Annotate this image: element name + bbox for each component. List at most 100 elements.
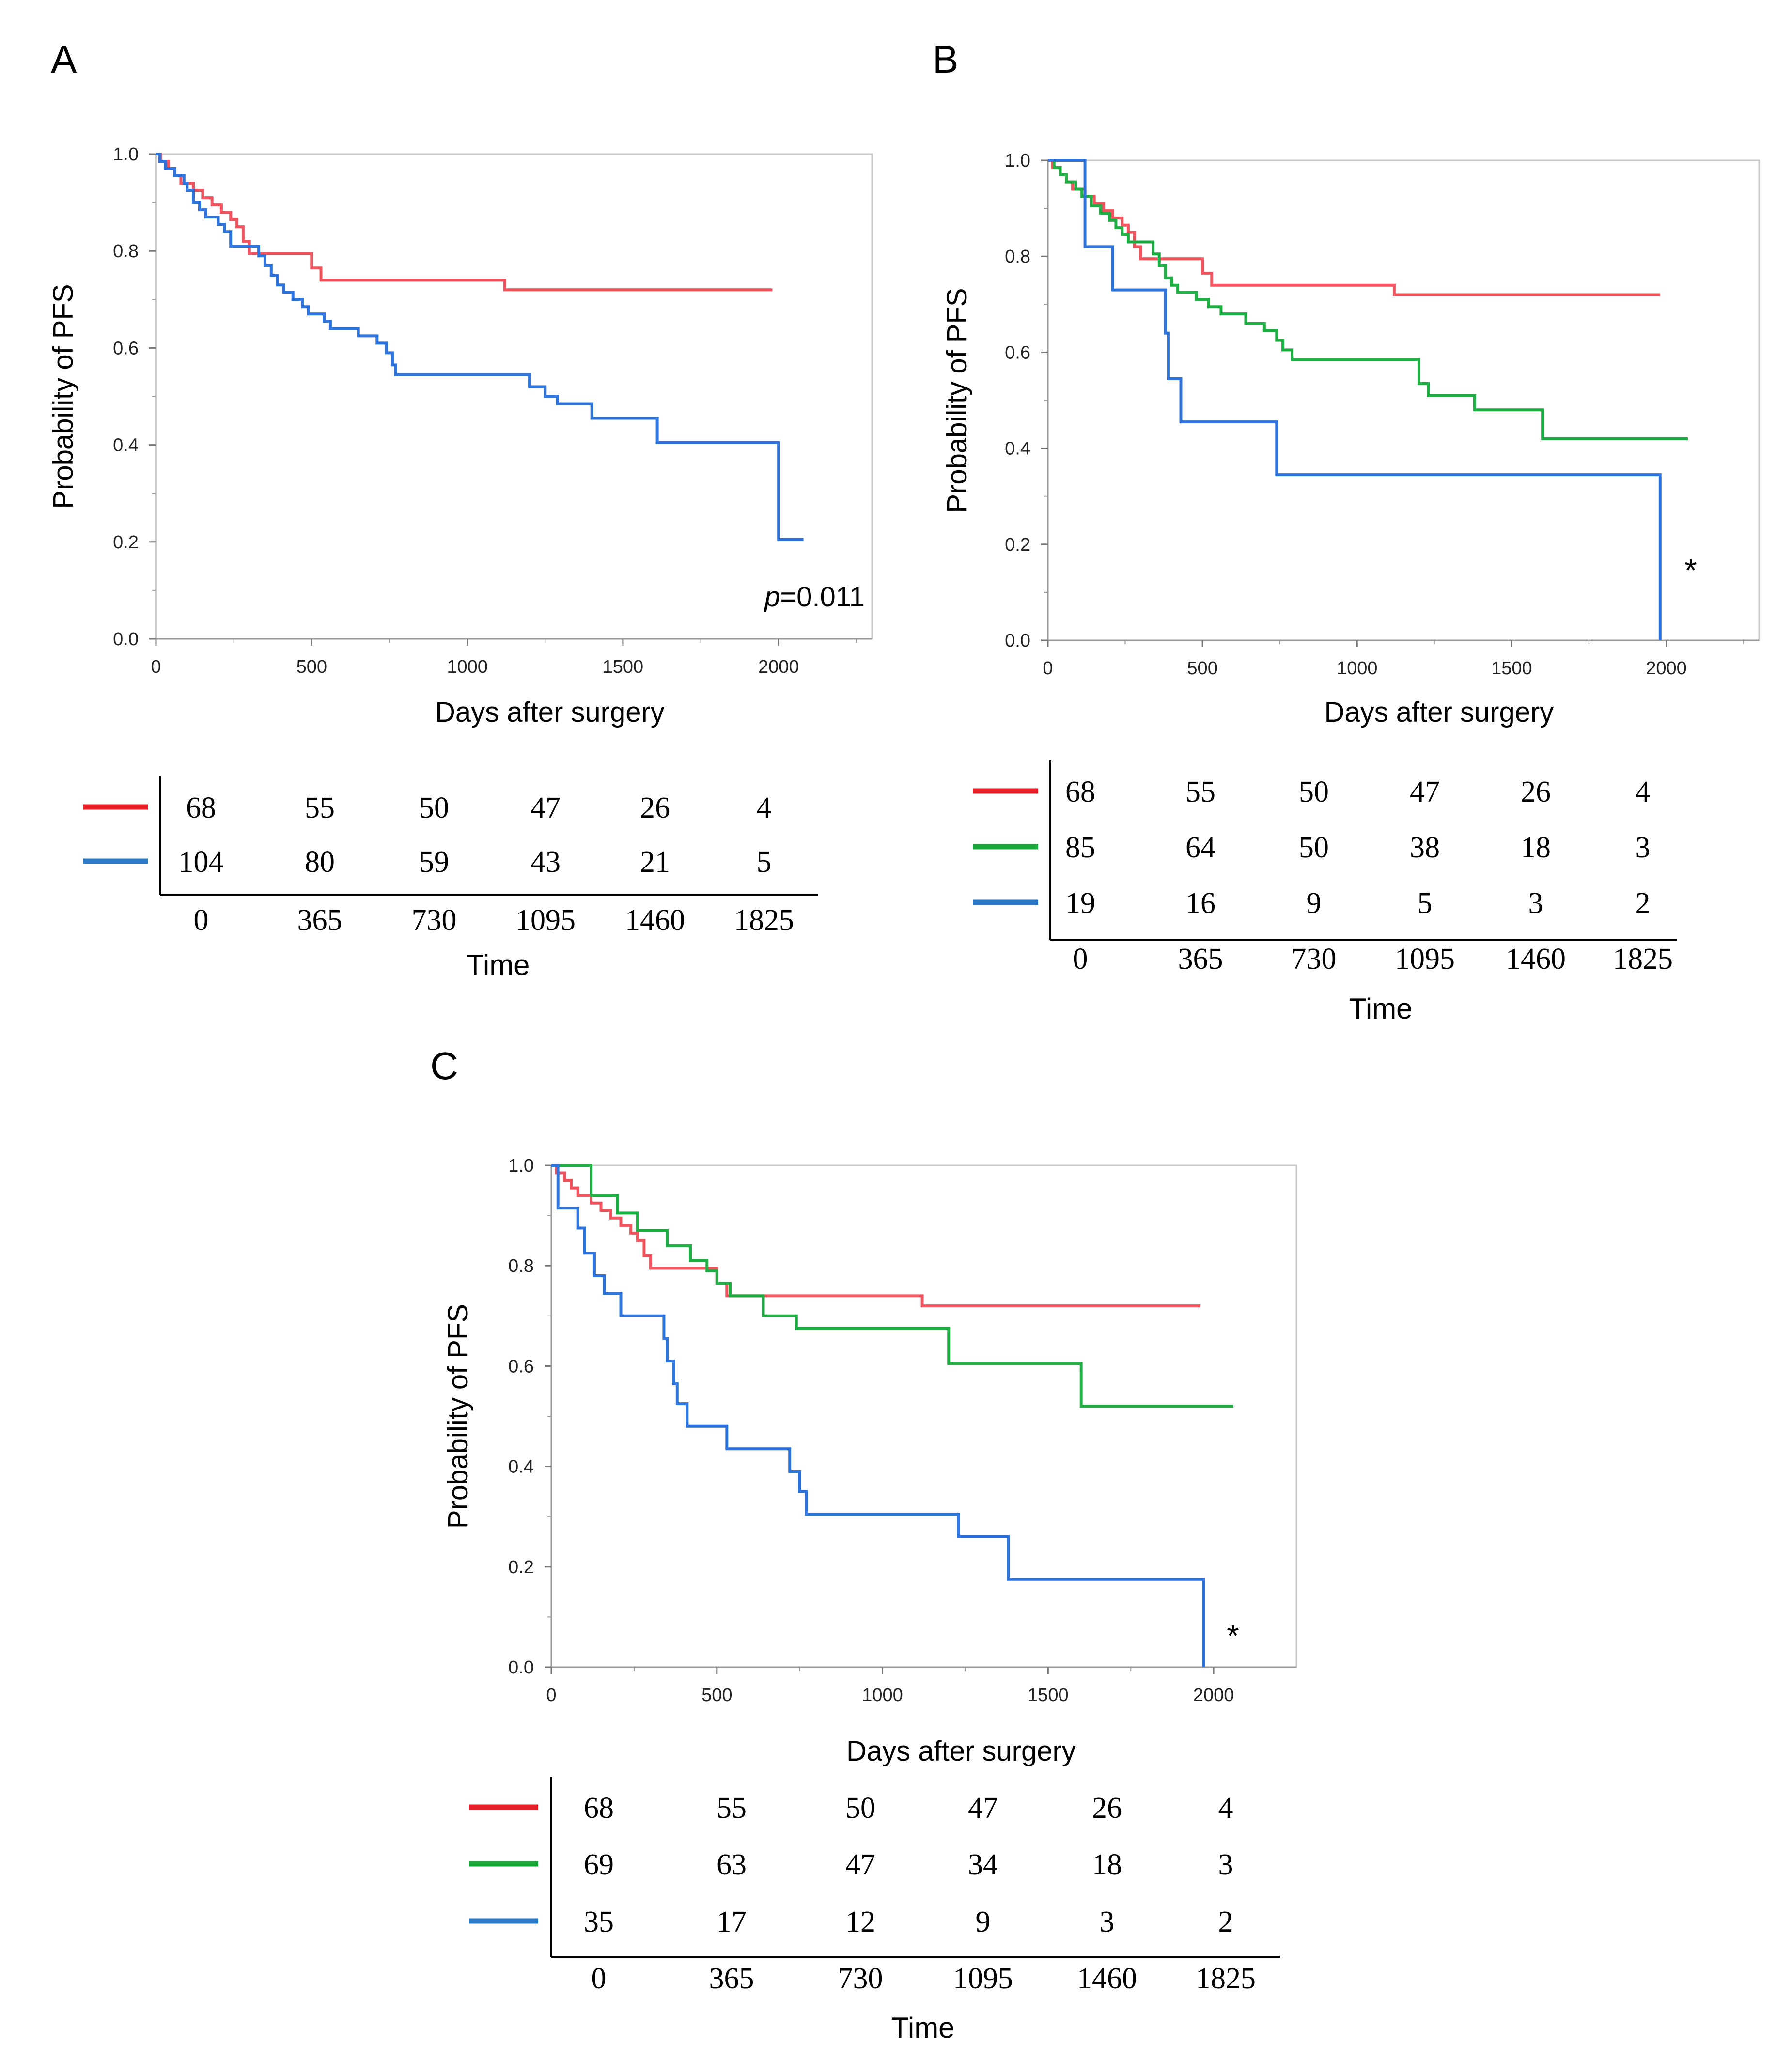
risk-time-label: 1825 [734,904,794,937]
risk-count: 26 [1521,775,1551,808]
risk-count: 50 [1299,775,1329,808]
y-axis-label: Probability of PFS [442,1304,474,1529]
risk-count: 3 [1528,887,1543,920]
x-tick-label: 0 [546,1685,556,1705]
risk-count: 64 [1185,831,1215,864]
risk-count: 19 [1065,887,1095,920]
risk-count: 26 [1092,1792,1122,1825]
risk-count: 50 [1299,831,1329,864]
y-tick-label: 0.8 [113,241,139,262]
panel-label: A [51,38,77,81]
y-axis-label: Probability of PFS [941,288,973,512]
risk-table-xlabel: Time [1349,992,1412,1025]
risk-count: 34 [968,1848,998,1881]
risk-count: 68 [584,1792,614,1825]
x-tick-label: 500 [296,657,327,677]
risk-count: 4 [1218,1792,1233,1825]
y-tick-label: 0.2 [1005,535,1030,555]
panel-c-chart: C 0.0 0.2 0.4 0.6 0.8 1.0 0 500 1000 1500 2000 Days … [430,1044,1297,1767]
y-tick-label: 0.6 [1005,342,1030,363]
x-tick-label: 1000 [447,657,488,677]
risk-count: 35 [584,1905,614,1938]
risk-count: 9 [976,1905,991,1938]
panel-label: B [933,38,958,81]
y-tick-label: 1.0 [508,1156,534,1176]
risk-count: 47 [530,791,561,824]
risk-time-label: 365 [297,904,343,937]
risk-count: 3 [1636,831,1651,864]
x-tick-label: 1500 [603,657,644,677]
panel-a-chart: A 0.0 0.2 0.4 0.6 0.8 1.0 0 500 1000 1500 2000 Days … [47,38,873,728]
significance-star: * [1227,1618,1239,1654]
plot-area [550,1164,1297,1668]
risk-count: 68 [186,791,216,824]
risk-time-label: 730 [412,904,457,937]
risk-count: 50 [419,791,449,824]
risk-table-b: 68 55 50 47 26 4 85 64 50 38 18 3 19 16 9 5 3 2 0 365 730 109… [973,760,1677,1025]
risk-time-label: 1460 [1077,1962,1137,1995]
risk-time-label: 1095 [515,904,576,937]
plot-area [155,153,873,640]
risk-time-label: 0 [1073,943,1088,975]
panel-label: C [430,1044,458,1087]
risk-time-label: 1460 [625,904,685,937]
risk-count: 17 [717,1905,747,1938]
risk-count: 18 [1092,1848,1122,1881]
y-tick-label: 1.0 [1005,151,1030,171]
risk-count: 55 [717,1792,747,1825]
x-tick-label: 2000 [1646,658,1687,679]
risk-time-label: 0 [194,904,209,937]
risk-count: 47 [845,1848,875,1881]
risk-time-label: 365 [1178,943,1223,975]
risk-table-xlabel: Time [891,2012,954,2044]
y-tick-label: 0.2 [508,1557,534,1578]
risk-count: 3 [1218,1848,1233,1881]
risk-count: 55 [1185,775,1215,808]
x-tick-label: 1000 [862,1685,903,1705]
risk-count: 38 [1410,831,1440,864]
risk-time-label: 1825 [1613,943,1673,975]
risk-count: 4 [1636,775,1651,808]
risk-count: 2 [1218,1905,1233,1938]
x-tick-label: 500 [1187,658,1217,679]
y-tick-label: 0.0 [113,629,139,650]
risk-time-label: 730 [1292,943,1337,975]
risk-time-label: 1460 [1506,943,1566,975]
y-tick-label: 0.0 [1005,631,1030,651]
y-tick-label: 0.4 [113,435,139,456]
risk-count: 26 [640,791,670,824]
p-value-symbol: p [764,581,780,613]
risk-count: 3 [1100,1905,1115,1938]
y-tick-label: 0.8 [508,1256,534,1276]
risk-count: 50 [845,1792,875,1825]
km-curve-green [1048,159,1688,440]
y-tick-label: 1.0 [113,144,139,165]
km-curve-green [551,1164,1234,1408]
risk-count: 69 [584,1848,614,1881]
y-tick-label: 0.0 [508,1657,534,1678]
risk-time-label: 365 [709,1962,754,1995]
risk-count: 104 [179,846,224,879]
risk-count: 85 [1065,831,1095,864]
risk-count: 63 [717,1848,747,1881]
x-tick-label: 1500 [1491,658,1532,679]
risk-time-label: 1825 [1196,1962,1256,1995]
y-tick-label: 0.2 [113,532,139,553]
km-curve-blue [156,153,804,541]
risk-count: 5 [757,846,772,879]
risk-count: 47 [1410,775,1440,808]
risk-count: 2 [1636,887,1651,920]
risk-count: 18 [1521,831,1551,864]
risk-count: 68 [1065,775,1095,808]
x-axis-label: Days after surgery [435,697,665,728]
panel-b-chart: B 0.0 0.2 0.4 0.6 0.8 1.0 0 500 1000 1500 2000 Days … [933,38,1760,728]
y-tick-label: 0.6 [113,338,139,358]
risk-time-label: 1095 [953,1962,1013,1995]
risk-count: 5 [1418,887,1433,920]
y-axis-label: Probability of PFS [47,284,79,509]
x-tick-label: 1500 [1028,1685,1069,1705]
risk-count: 59 [419,846,449,879]
km-curve-blue [551,1164,1205,1667]
